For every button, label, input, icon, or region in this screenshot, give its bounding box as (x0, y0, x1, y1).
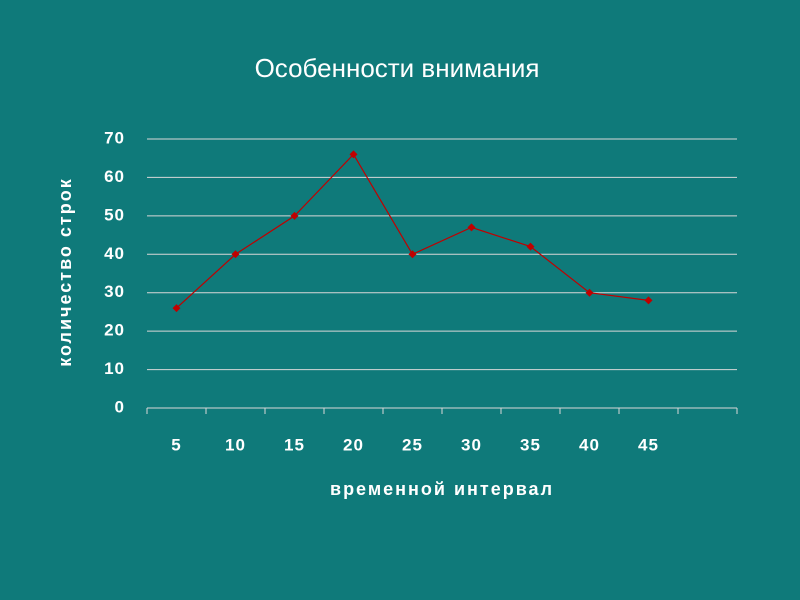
x-tick-label: 45 (638, 435, 659, 454)
y-tick-label: 60 (104, 167, 125, 186)
y-tick-label: 70 (104, 128, 125, 147)
y-tick-label: 50 (104, 205, 125, 224)
x-tick-label: 35 (520, 435, 541, 454)
x-axis-title: временной интервал (330, 479, 554, 499)
x-tick-label: 30 (461, 435, 482, 454)
marker (585, 288, 594, 297)
x-tick-label: 10 (225, 435, 246, 454)
marker (644, 296, 653, 305)
marker (231, 250, 240, 259)
y-tick-label: 20 (104, 321, 125, 340)
marker (526, 242, 535, 251)
marker (290, 211, 299, 220)
x-tick-label: 15 (284, 435, 305, 454)
y-tick-label: 0 (115, 397, 125, 416)
chart-title: Особенности внимания (255, 53, 540, 83)
y-tick-label: 30 (104, 282, 125, 301)
x-tick-label: 20 (343, 435, 364, 454)
y-tick-label: 40 (104, 244, 125, 263)
y-tick-label: 10 (104, 359, 125, 378)
marker (172, 304, 181, 313)
marker (408, 250, 417, 259)
x-tick-label: 25 (402, 435, 423, 454)
y-axis-title: количество строк (55, 177, 75, 367)
x-tick-label: 40 (579, 435, 600, 454)
marker (467, 223, 476, 232)
marker (349, 150, 358, 159)
x-tick-label: 5 (171, 435, 181, 454)
